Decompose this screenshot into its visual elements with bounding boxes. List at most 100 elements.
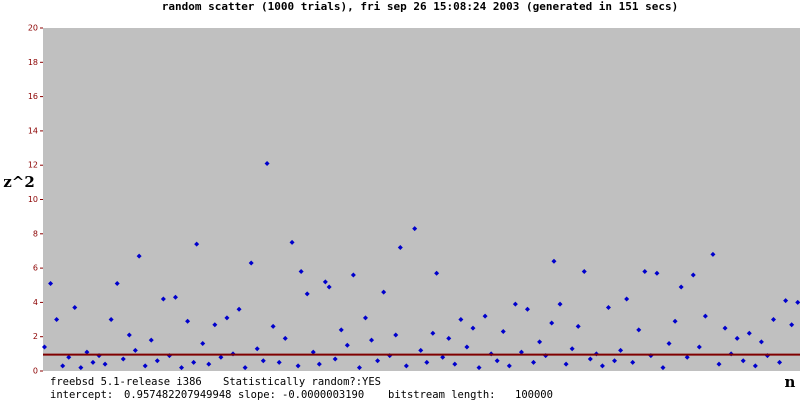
point xyxy=(771,317,777,323)
point xyxy=(212,322,218,328)
chart-title: random scatter (1000 trials), fri sep 26… xyxy=(162,0,679,13)
point xyxy=(575,323,581,329)
point xyxy=(710,251,716,257)
footer-intercept-label: intercept: xyxy=(50,389,113,400)
y-tick-label: 10 xyxy=(28,195,38,204)
point xyxy=(142,363,148,369)
point xyxy=(551,258,557,264)
footer-system: freebsd 5.1-release i386 xyxy=(50,376,202,388)
point xyxy=(108,317,114,323)
point xyxy=(482,313,488,319)
point xyxy=(248,260,254,266)
point xyxy=(612,358,618,364)
point xyxy=(344,342,350,348)
point xyxy=(740,358,746,364)
point xyxy=(569,346,575,352)
point xyxy=(120,356,126,362)
point xyxy=(618,347,624,353)
point xyxy=(276,359,282,365)
point xyxy=(722,325,728,331)
point xyxy=(777,359,783,365)
x-axis-label: n xyxy=(785,373,796,391)
y-tick-label: 4 xyxy=(33,298,38,307)
point xyxy=(362,315,368,321)
point xyxy=(338,327,344,333)
point xyxy=(563,361,569,367)
point xyxy=(518,349,524,355)
point xyxy=(666,341,672,347)
footer-bitstream: 100000 xyxy=(515,389,553,400)
point xyxy=(304,291,310,297)
point xyxy=(430,330,436,336)
point xyxy=(452,361,458,367)
point xyxy=(316,361,322,367)
point xyxy=(734,335,740,341)
point xyxy=(506,363,512,369)
y-tick-label: 20 xyxy=(28,24,38,33)
point xyxy=(397,245,403,251)
point xyxy=(326,284,332,290)
point xyxy=(350,272,356,278)
point xyxy=(200,341,206,347)
point xyxy=(42,344,48,350)
point xyxy=(446,335,452,341)
point xyxy=(696,344,702,350)
point xyxy=(224,315,230,321)
point xyxy=(642,269,648,275)
point xyxy=(78,365,84,371)
point xyxy=(758,339,764,345)
point xyxy=(524,306,530,312)
y-tick-label: 18 xyxy=(28,58,38,67)
point xyxy=(194,241,200,247)
point xyxy=(148,337,154,343)
point xyxy=(403,363,409,369)
point xyxy=(557,301,563,307)
footer-bitstream-label: bitstream length: xyxy=(388,389,495,400)
point xyxy=(393,332,399,338)
plot xyxy=(43,28,800,371)
footer-slope: -0.0000003190 xyxy=(282,389,364,400)
point xyxy=(494,358,500,364)
point xyxy=(549,320,555,326)
point xyxy=(114,281,120,287)
point xyxy=(458,317,464,323)
point xyxy=(236,306,242,312)
point xyxy=(72,305,78,311)
point xyxy=(322,279,328,285)
point xyxy=(126,332,132,338)
point xyxy=(464,344,470,350)
point xyxy=(537,339,543,345)
point xyxy=(54,317,60,323)
point xyxy=(783,298,789,304)
point xyxy=(702,313,708,319)
point xyxy=(795,299,800,305)
footer-intercept: 0.957482207949948 xyxy=(124,389,231,400)
point xyxy=(282,335,288,341)
point xyxy=(599,363,605,369)
point xyxy=(434,270,440,276)
footer-slope-label: slope: xyxy=(238,389,276,400)
point xyxy=(60,363,66,369)
point xyxy=(690,272,696,278)
point xyxy=(48,281,54,287)
point xyxy=(412,226,418,232)
point xyxy=(90,359,96,365)
point xyxy=(512,301,518,307)
point xyxy=(716,361,722,367)
point xyxy=(654,270,660,276)
point xyxy=(684,354,690,360)
point xyxy=(289,239,295,245)
point xyxy=(66,354,72,360)
point xyxy=(84,349,90,355)
footer-random-value: YES xyxy=(362,376,381,388)
point xyxy=(636,327,642,333)
point xyxy=(102,361,108,367)
point xyxy=(172,294,178,300)
point xyxy=(154,358,160,364)
point xyxy=(678,284,684,290)
point xyxy=(369,337,375,343)
y-tick-label: 12 xyxy=(28,161,38,170)
point xyxy=(295,363,301,369)
